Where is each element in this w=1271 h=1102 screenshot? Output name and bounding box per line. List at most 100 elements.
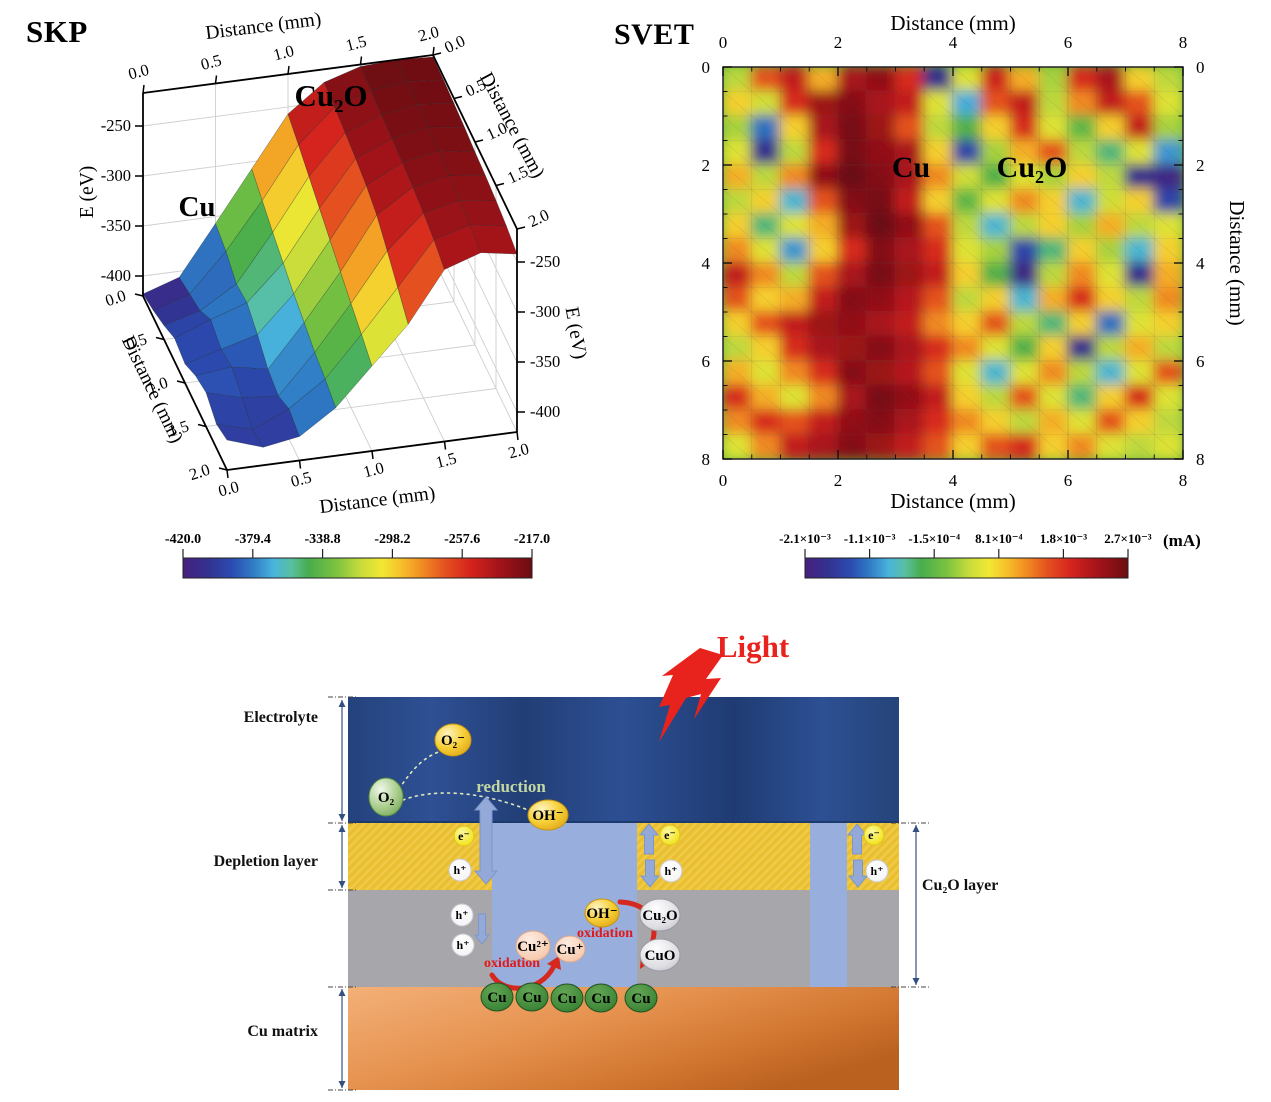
svet-x-tick-bottom: 4 [949,471,958,490]
tick-label: 0.5 [199,50,224,74]
svet-colorbar-label: 8.1×10⁻⁴ [975,531,1023,546]
skp-z-axis-title-left: E (eV) [77,166,98,219]
svet-x-axis-title-top: Distance (mm) [890,11,1015,35]
electrolyte-layer [348,697,899,823]
particle-label: Cu [522,990,541,1006]
svet-x-tick-bottom: 8 [1179,471,1188,490]
particle-label: Cu²⁺ [517,939,549,955]
particle-hole: h⁺ [450,903,474,927]
particle-gold: OH⁻ [527,799,569,831]
tick-label: 1.5 [344,31,369,55]
svet-colorbar-label: -1.1×10⁻³ [844,531,896,546]
particle-hole: h⁺ [451,933,475,957]
tick-label: 0.0 [441,31,468,57]
oxidation-label-left: oxidation [484,956,540,971]
skp-x-axis-title-top: Distance (mm) [204,9,322,44]
particle-label: h⁺ [453,863,466,877]
skp-surface [142,56,518,448]
particle-label: Cu⁺ [556,942,583,958]
svet-y-tick-left: 6 [702,352,711,371]
particle-label: e⁻ [458,829,470,843]
svet-y-tick-right: 8 [1196,450,1205,469]
svet-y-tick-right: 6 [1196,352,1205,371]
tick-label: 0.0 [216,477,241,501]
carrier-arrow-down [473,913,491,945]
pore-channel-narrow [810,823,847,987]
tick-label: -250 [101,116,131,135]
svet-y-tick-right: 2 [1196,156,1205,175]
particle-label: e⁻ [664,828,676,842]
reduction-label: reduction [476,777,546,796]
svet-map-body [723,67,1183,459]
svet-y-tick-right: 0 [1196,58,1205,77]
photocorrosion-mechanism-schematic: O₂⁻ O₂ OH⁻ e⁻ h⁺ e⁻ h⁺ e⁻ h⁺ h⁺ h⁺ OH⁻ Cu₂O CuO Cu²⁺ Cu… [214,629,998,1091]
tick-label: 0.0 [126,60,151,84]
particle-label: Cu [487,990,506,1006]
particle-label: OH⁻ [586,906,617,922]
oxidation-arrow-left-head [547,956,561,970]
particle-green: O₂ [368,777,404,817]
skp-y-axis-title-left: Distance (mm) [117,333,187,447]
oxidation-label-right: oxidation [577,926,633,941]
particle-copper: Cu [624,983,658,1013]
cu-matrix-layer [348,987,899,1090]
svet-colorbar-label: 1.8×10⁻³ [1040,531,1088,546]
skp-3d-surface-plot: 0.0 0.5 1.0 1.5 2.0 2.0 1.5 1.0 0.5 0.0 -250 -300 -3… [77,9,590,579]
particle-label: Cu [557,991,576,1007]
svet-x-tick-top: 2 [834,33,843,52]
tick-label: -350 [530,352,560,371]
tick-label: -300 [530,302,560,321]
tick-label: -250 [530,252,560,271]
particle-hole: h⁺ [448,858,472,882]
tick-label: -400 [530,402,560,421]
particle-peach: Cu⁺ [554,935,586,963]
lightning-bolt-icon [659,648,723,742]
svet-panel-title: SVET [614,18,695,51]
svet-x-tick-top: 0 [719,33,728,52]
skp-annotation-cu2o: Cu₂O [294,78,367,113]
skp-colorbar-label: -379.4 [235,532,271,547]
tick-label: 2.0 [525,205,552,231]
dimension-guides [328,696,930,1091]
particle-silver: Cu₂O [639,898,681,932]
cu2o-layer-label: Cu₂O layer [922,877,998,894]
layer-stack [348,697,899,1090]
svet-y-tick-left: 8 [702,450,711,469]
particle-copper: Cu [584,983,618,1013]
particle-label: h⁺ [870,864,883,878]
tick-label: 0.0 [103,286,128,310]
particle-label: h⁺ [455,908,468,922]
skp-colorbar-label: -338.8 [305,532,341,547]
particle-label: CuO [645,948,676,964]
particle-label: O₂ [378,790,395,806]
carrier-arrows [473,796,869,945]
particle-gold: OH⁻ [584,898,620,928]
skp-x-axis-title-bottom: Distance (mm) [318,483,436,518]
svet-x-axis-title-bottom: Distance (mm) [890,489,1015,513]
particle-label: Cu [591,991,610,1007]
tick-label: 1.0 [361,458,386,482]
svet-x-tick-bottom: 2 [834,471,843,490]
svet-x-tick-bottom: 6 [1064,471,1073,490]
svet-ticks [722,66,1184,460]
svet-y-axis-title-right: Distance (mm) [1225,200,1249,325]
particle-copper: Cu [480,982,514,1012]
particle-electron: e⁻ [453,825,475,847]
particle-label: O₂⁻ [441,733,465,749]
carrier-arrow-up [638,823,660,855]
svet-mesh [723,67,1183,459]
tick-label: 1.5 [434,448,459,472]
particle-gold: O₂⁻ [434,723,472,757]
particle-silver: CuO [639,938,681,972]
svet-y-tick-right: 4 [1196,254,1205,273]
skp-colorbar-label: -217.0 [514,532,550,547]
tick-label: 2.0 [506,439,531,463]
skp-panel-title: SKP [26,14,88,49]
particle-peach: Cu²⁺ [515,930,551,962]
svet-colorbar-label: 2.7×10⁻³ [1104,531,1152,546]
cu-matrix-label: Cu matrix [247,1023,318,1040]
electrolyte-label: Electrolyte [244,709,318,726]
svet-colorbar-label: -1.5×10⁻⁴ [908,531,960,546]
